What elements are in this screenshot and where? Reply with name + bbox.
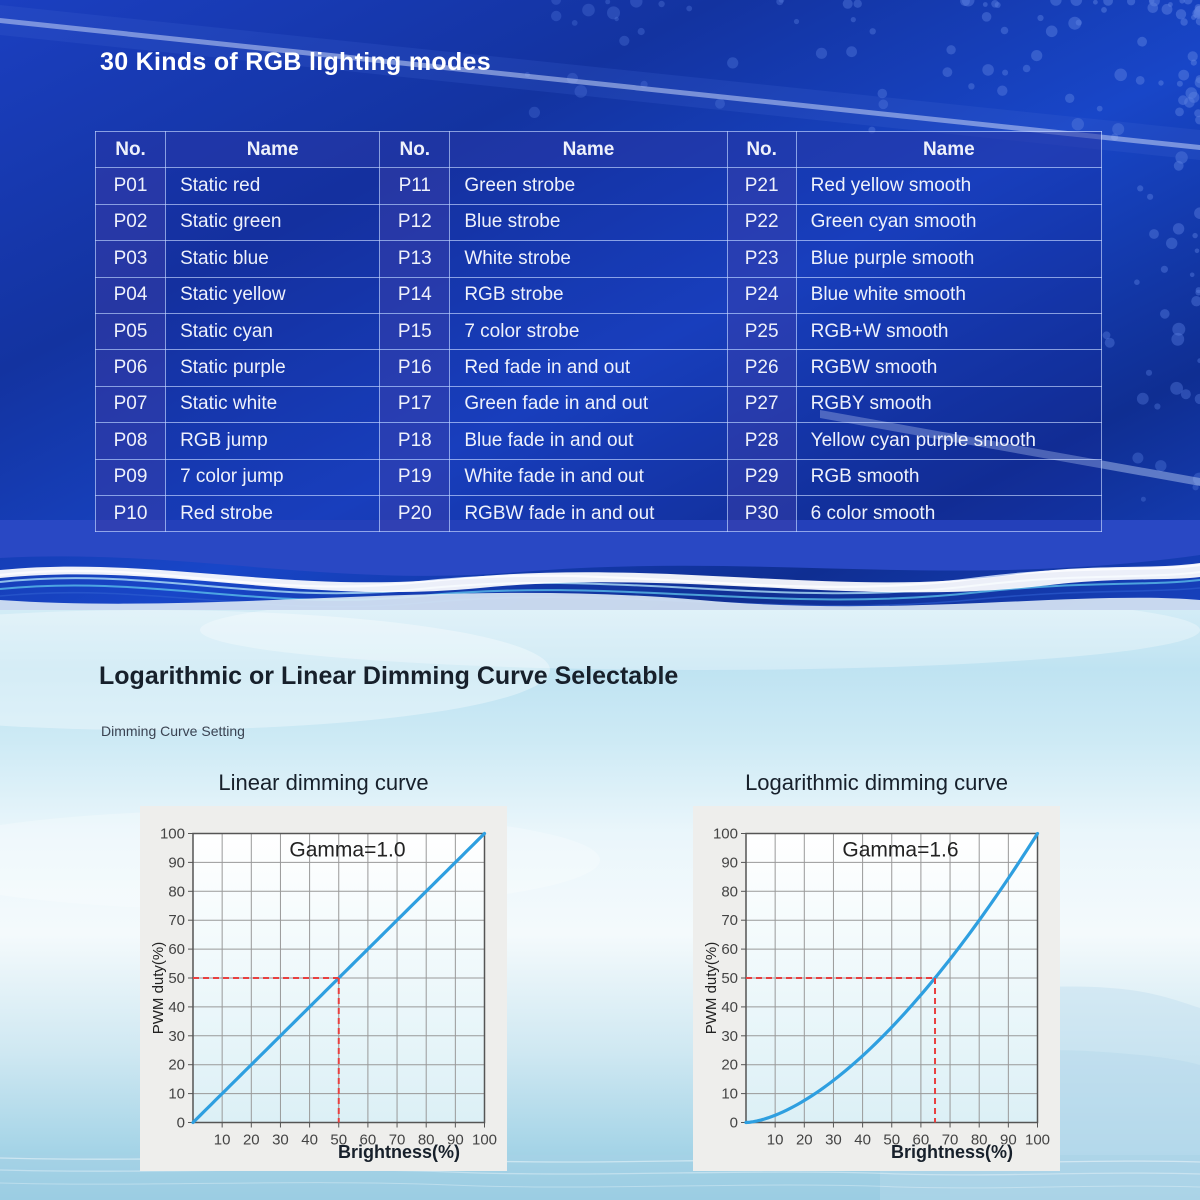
svg-text:100: 100 <box>1025 1132 1050 1149</box>
svg-text:20: 20 <box>168 1057 185 1074</box>
svg-text:20: 20 <box>721 1057 738 1074</box>
svg-text:10: 10 <box>721 1086 738 1103</box>
svg-text:90: 90 <box>168 854 185 871</box>
svg-text:90: 90 <box>721 854 738 871</box>
svg-text:20: 20 <box>796 1132 813 1149</box>
svg-text:80: 80 <box>168 883 185 900</box>
svg-text:30: 30 <box>168 1028 185 1045</box>
svg-text:10: 10 <box>214 1132 231 1149</box>
svg-text:10: 10 <box>168 1086 185 1103</box>
svg-text:90: 90 <box>447 1132 464 1149</box>
svg-text:70: 70 <box>389 1132 406 1149</box>
svg-text:50: 50 <box>721 970 738 987</box>
svg-text:80: 80 <box>721 883 738 900</box>
svg-text:70: 70 <box>168 912 185 929</box>
svg-text:70: 70 <box>942 1132 959 1149</box>
svg-text:50: 50 <box>168 970 185 987</box>
svg-text:Gamma=1.6: Gamma=1.6 <box>842 839 958 862</box>
svg-text:0: 0 <box>730 1115 738 1132</box>
svg-text:90: 90 <box>1000 1132 1017 1149</box>
svg-text:30: 30 <box>721 1028 738 1045</box>
svg-text:80: 80 <box>971 1132 988 1149</box>
svg-text:60: 60 <box>721 941 738 958</box>
svg-text:Gamma=1.0: Gamma=1.0 <box>289 839 405 862</box>
svg-text:30: 30 <box>825 1132 842 1149</box>
svg-text:20: 20 <box>243 1132 260 1149</box>
svg-text:100: 100 <box>160 826 185 843</box>
svg-text:40: 40 <box>301 1132 318 1149</box>
svg-text:80: 80 <box>418 1132 435 1149</box>
svg-text:100: 100 <box>713 826 738 843</box>
svg-text:60: 60 <box>360 1132 377 1149</box>
svg-text:70: 70 <box>721 912 738 929</box>
svg-text:0: 0 <box>177 1115 185 1132</box>
svg-text:40: 40 <box>854 1132 871 1149</box>
svg-text:10: 10 <box>767 1132 784 1149</box>
svg-text:50: 50 <box>330 1132 347 1149</box>
svg-text:100: 100 <box>472 1132 497 1149</box>
svg-text:40: 40 <box>168 999 185 1016</box>
svg-text:40: 40 <box>721 999 738 1016</box>
svg-text:50: 50 <box>883 1132 900 1149</box>
svg-text:60: 60 <box>913 1132 930 1149</box>
svg-text:30: 30 <box>272 1132 289 1149</box>
svg-text:60: 60 <box>168 941 185 958</box>
